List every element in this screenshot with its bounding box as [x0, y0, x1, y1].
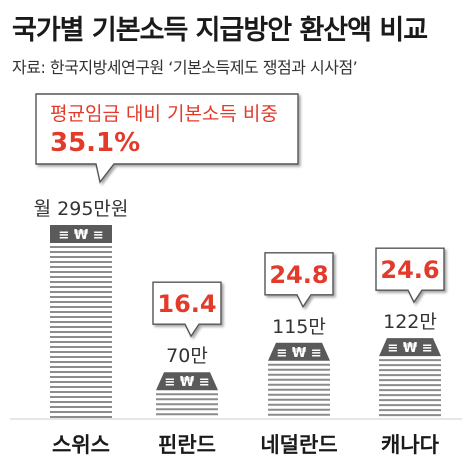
bar-cap: [379, 338, 441, 357]
bar-2: ≡ ₩ ≡: [156, 372, 218, 416]
percent-label: 35.1%: [50, 128, 140, 158]
chart-title: 국가별 기본소득 지급방안 환산액 비교: [12, 15, 428, 46]
amount-label: 115만: [272, 316, 326, 338]
bar-cap: [156, 372, 218, 391]
callout-bubble: [35, 93, 299, 184]
won-sign-icon: ≡ ₩ ≡: [164, 375, 209, 390]
percent-label: 24.8: [269, 261, 328, 289]
won-sign-icon: ≡ ₩ ≡: [58, 228, 103, 243]
callout-bubble: [152, 281, 222, 338]
source-note: 자료: 한국지방세연구원 ‘기본소득제도 쟁점과 시사점’: [12, 58, 358, 77]
category-label: 핀란드: [158, 433, 216, 457]
category-label: 캐나다: [381, 433, 440, 457]
callout-bubble: [264, 252, 334, 309]
bar-stripes: [379, 359, 441, 417]
bar-stripes: [268, 363, 330, 416]
won-sign-icon: ≡ ₩ ≡: [387, 341, 432, 356]
callout-bubble: [375, 247, 445, 304]
amount-label: 122만: [383, 311, 437, 333]
bar-4: ≡ ₩ ≡: [379, 338, 441, 417]
percent-label: 24.6: [380, 256, 439, 284]
percent-label: 16.4: [157, 290, 216, 318]
category-label: 스위스: [52, 433, 110, 457]
amount-label: 70만: [166, 345, 208, 367]
bar-cap: [268, 342, 330, 361]
bar-3: ≡ ₩ ≡: [268, 342, 330, 416]
bar-stripes: [50, 246, 112, 418]
category-label: 네덜란드: [260, 433, 337, 457]
bar-cap: [50, 225, 112, 243]
won-sign-icon: ≡ ₩ ≡: [276, 346, 321, 361]
callout-heading: 평균임금 대비 기본소득 비중: [50, 103, 278, 125]
bar-1: ≡ ₩ ≡: [50, 225, 112, 418]
amount-label: 월 295만원: [34, 198, 129, 220]
bar-stripes: [156, 393, 218, 416]
